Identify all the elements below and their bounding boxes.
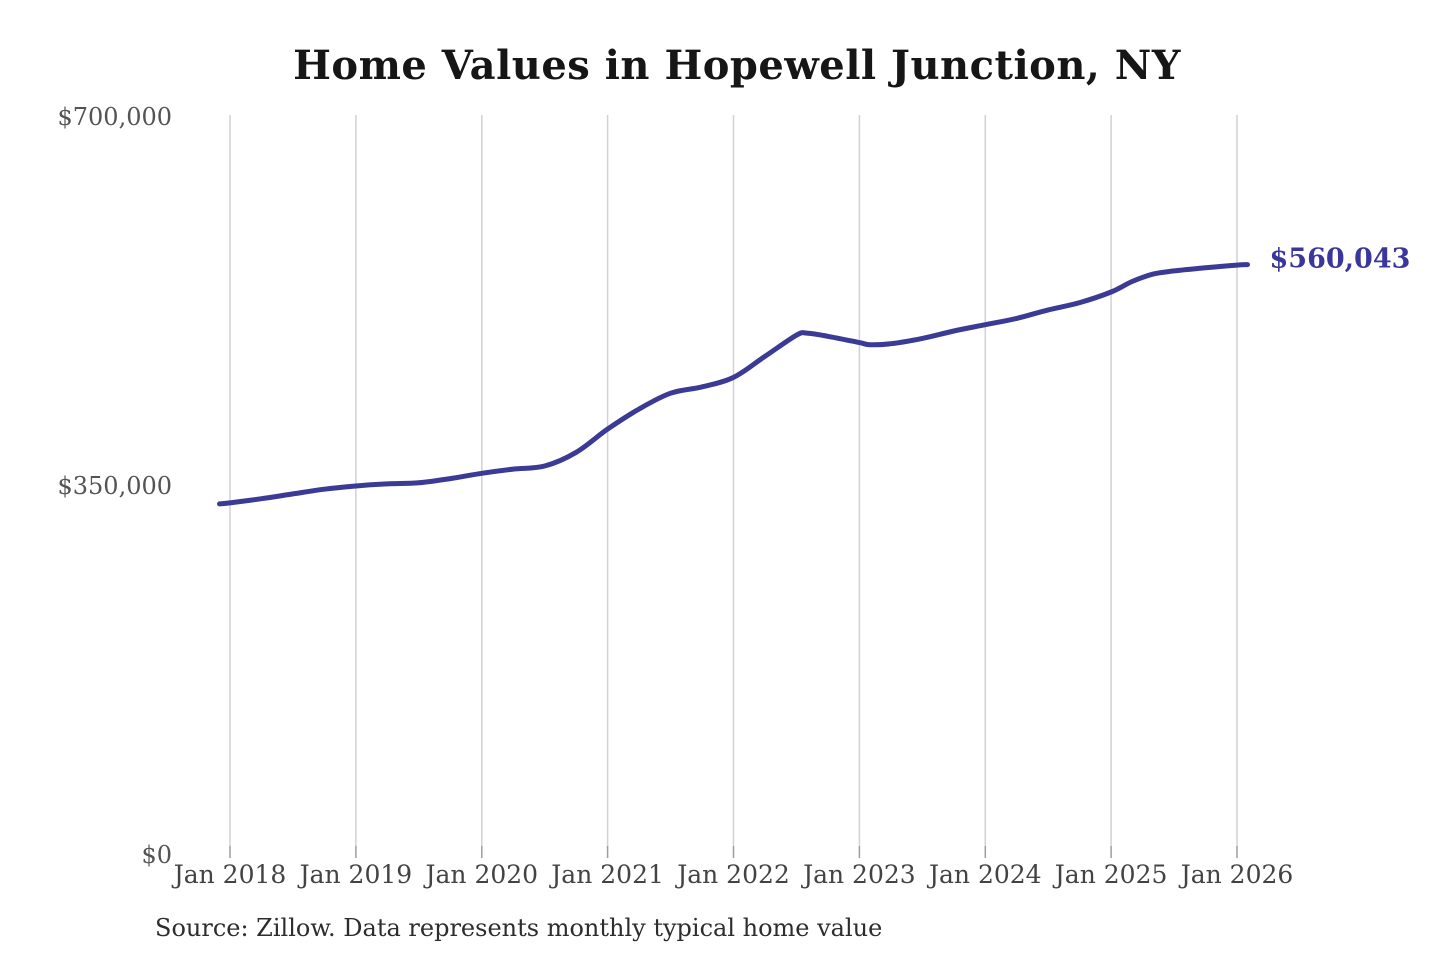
x-axis-label: Jan 2019 [299,860,413,889]
x-axis-label: Jan 2018 [173,860,287,889]
y-axis-label: $350,000 [57,472,172,500]
x-axis-label: Jan 2025 [1054,860,1168,889]
source-note: Source: Zillow. Data represents monthly … [155,914,883,942]
x-axis-label: Jan 2026 [1180,860,1294,889]
y-axis-label: $0 [141,841,172,869]
home-value-line [217,262,1250,507]
gridlines-group [229,115,1238,858]
x-axis-label: Jan 2021 [551,860,664,889]
x-axis-label: Jan 2020 [425,860,539,889]
x-axis-label: Jan 2022 [677,860,790,889]
x-axis-label: Jan 2024 [928,860,1042,889]
chart-title: Home Values in Hopewell Junction, NY [293,42,1181,89]
latest-value-label: $560,043 [1269,243,1411,275]
y-axis-label: $700,000 [57,103,172,131]
x-axis-label: Jan 2023 [803,860,916,889]
